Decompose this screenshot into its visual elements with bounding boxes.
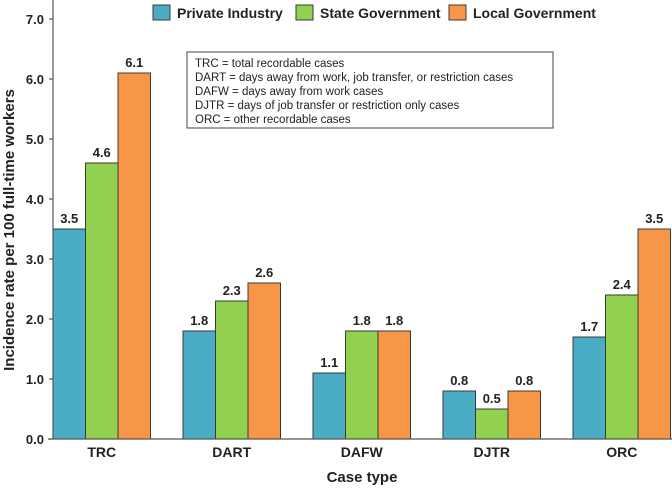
bar-djtr-local-government: [507, 390, 541, 440]
y-tick-label: 0.0: [26, 432, 44, 447]
value-label: 4.6: [93, 145, 111, 160]
bar-dart-local-government: [247, 282, 281, 440]
y-tick-label: 2.0: [26, 312, 44, 327]
note-line: ORC = other recordable cases: [195, 114, 351, 126]
y-tick-label: 6.0: [26, 72, 44, 87]
x-tick-label: DAFW: [341, 444, 384, 460]
bar-dart-private-industry: [182, 330, 216, 440]
legend-label: Local Government: [473, 5, 596, 21]
bar-dafw-local-government: [377, 330, 411, 440]
y-ticks-layer: 0.0 1.0 2.0 3.0 4.0 5.0 6.0 7.0: [26, 12, 53, 447]
value-label: 1.8: [353, 313, 371, 328]
bar-trc-state-government: [85, 162, 119, 440]
y-tick-label: 1.0: [26, 372, 44, 387]
bar-dafw-state-government: [345, 330, 379, 440]
value-labels-layer: 3.5 4.6 6.1 1.8 2.3 2.6 1.1 1.8 1.8 0.8 0.5 0.8 1.7 2…: [60, 55, 663, 406]
value-label: 3.5: [60, 211, 78, 226]
bar-dart-state-government: [215, 300, 249, 440]
value-label: 0.8: [515, 373, 533, 388]
x-tick-label: ORC: [606, 444, 637, 460]
note-lines: TRC = total recordable cases DART = days …: [195, 58, 513, 126]
value-label: 0.8: [450, 373, 468, 388]
x-tick-label: TRC: [87, 444, 116, 460]
note-line: DAFW = days away from work cases: [195, 86, 383, 98]
note-box-border: [186, 51, 554, 129]
y-tick-label: 4.0: [26, 192, 44, 207]
bar-djtr-private-industry: [442, 390, 476, 440]
value-label: 2.6: [255, 265, 273, 280]
note-line: DJTR = days of job transfer or restricti…: [195, 100, 460, 112]
value-label: 6.1: [125, 55, 143, 70]
value-label: 3.5: [645, 211, 663, 226]
value-label: 1.8: [385, 313, 403, 328]
note-line: TRC = total recordable cases: [195, 58, 344, 70]
value-label: 2.3: [223, 283, 241, 298]
x-tick-label: DJTR: [473, 444, 510, 460]
value-label: 1.1: [320, 355, 338, 370]
bar-dafw-private-industry: [312, 372, 346, 440]
bar-orc-private-industry: [572, 336, 606, 440]
abbreviation-note-box: TRC = total recordable cases DART = days …: [186, 51, 554, 129]
bar-trc-local-government: [117, 72, 151, 440]
value-label: 1.7: [580, 319, 598, 334]
value-label: 1.8: [190, 313, 208, 328]
legend-swatch: [448, 4, 467, 21]
bar-orc-state-government: [605, 294, 639, 440]
legend: Private Industry State Government Local Go…: [152, 4, 596, 21]
value-label: 2.4: [613, 277, 632, 292]
y-tick-label: 3.0: [26, 252, 44, 267]
value-label: 0.5: [483, 391, 501, 406]
x-tick-label: DART: [212, 444, 251, 460]
x-tick-labels-layer: TRC DART DAFW DJTR ORC: [87, 444, 637, 460]
y-tick-label: 5.0: [26, 132, 44, 147]
legend-label: Private Industry: [177, 5, 283, 21]
bar-trc-private-industry: [52, 228, 86, 440]
y-axis-title: Incidence rate per 100 full-time workers: [1, 89, 18, 371]
legend-label: State Government: [320, 5, 441, 21]
bar-djtr-state-government: [475, 408, 509, 440]
x-axis-title: Case type: [327, 469, 398, 486]
legend-swatch: [152, 4, 171, 21]
y-tick-label: 7.0: [26, 12, 44, 27]
legend-swatch: [295, 4, 314, 21]
bars-layer: [52, 72, 671, 440]
bar-orc-local-government: [637, 228, 671, 440]
note-line: DART = days away from work, job transfer…: [195, 72, 513, 84]
